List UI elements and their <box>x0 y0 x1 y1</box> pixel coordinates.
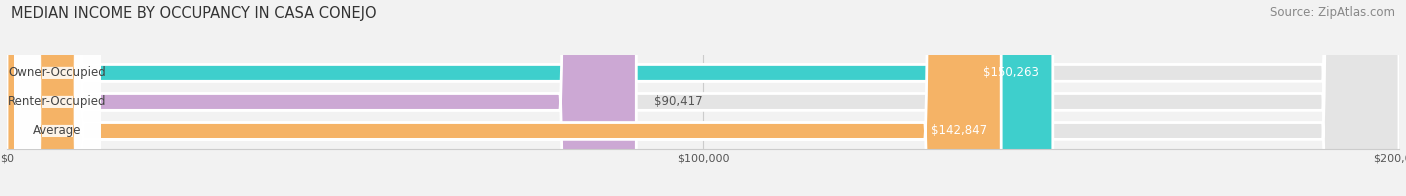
FancyBboxPatch shape <box>7 0 1001 196</box>
Text: Source: ZipAtlas.com: Source: ZipAtlas.com <box>1270 6 1395 19</box>
FancyBboxPatch shape <box>7 0 1399 196</box>
Text: $150,263: $150,263 <box>983 66 1039 79</box>
Text: $142,847: $142,847 <box>931 124 987 137</box>
FancyBboxPatch shape <box>7 0 637 196</box>
FancyBboxPatch shape <box>7 0 1053 196</box>
FancyBboxPatch shape <box>14 0 101 196</box>
FancyBboxPatch shape <box>7 0 1399 196</box>
Text: Owner-Occupied: Owner-Occupied <box>8 66 107 79</box>
Text: MEDIAN INCOME BY OCCUPANCY IN CASA CONEJO: MEDIAN INCOME BY OCCUPANCY IN CASA CONEJ… <box>11 6 377 21</box>
FancyBboxPatch shape <box>14 0 101 196</box>
FancyBboxPatch shape <box>7 0 1399 196</box>
FancyBboxPatch shape <box>14 0 101 196</box>
Text: Renter-Occupied: Renter-Occupied <box>8 95 107 108</box>
Text: $90,417: $90,417 <box>654 95 703 108</box>
Text: Average: Average <box>34 124 82 137</box>
